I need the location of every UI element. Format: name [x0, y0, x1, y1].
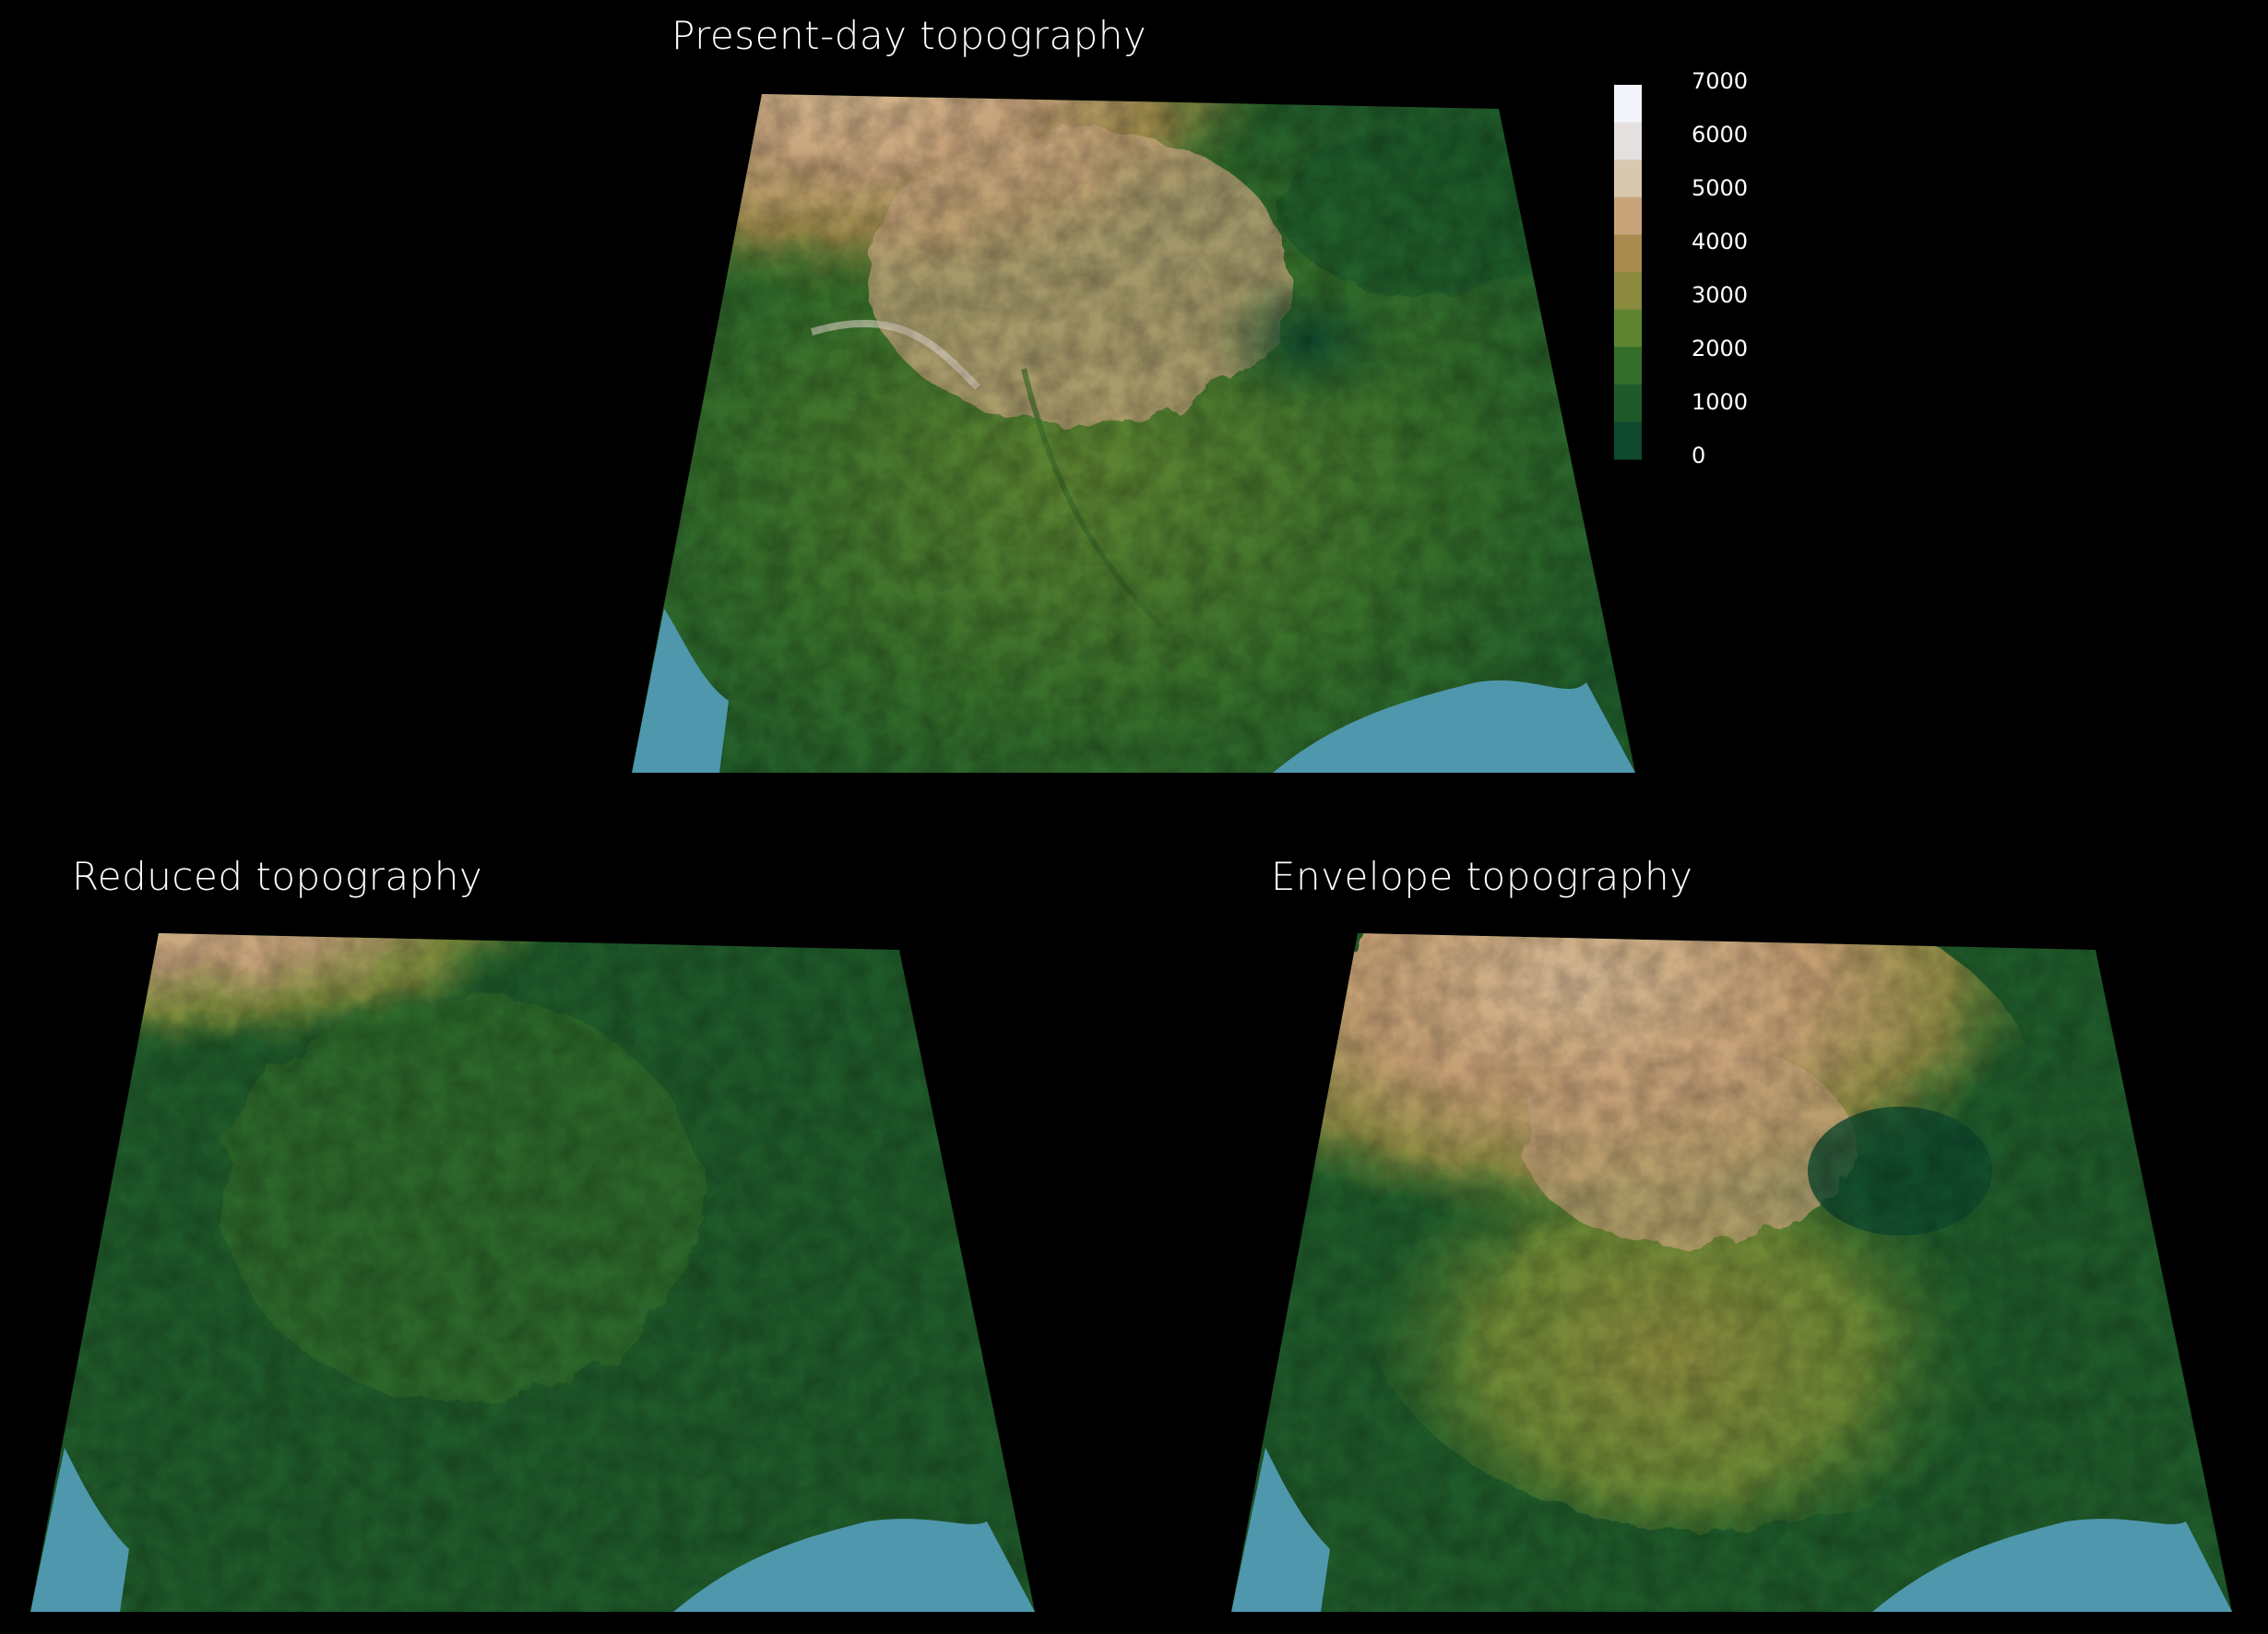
- legend-label-4000: 4000: [1692, 229, 1749, 255]
- legend-label-5000: 5000: [1692, 175, 1749, 201]
- legend-label-2000: 2000: [1692, 336, 1749, 361]
- legend-label-3000: 3000: [1692, 282, 1749, 308]
- legend-label-0: 0: [1692, 443, 1706, 468]
- reduced-title: Reduced topography: [72, 854, 483, 899]
- colorbar-band: [1614, 85, 1642, 124]
- colorbar-band: [1614, 272, 1642, 311]
- legend-label-1000: 1000: [1692, 389, 1749, 415]
- colorbar-band: [1614, 234, 1642, 273]
- colorbar-band: [1614, 347, 1642, 385]
- envelope-map: [1231, 933, 2232, 1612]
- colorbar-band: [1614, 122, 1642, 160]
- legend-label-7000: 7000: [1692, 68, 1749, 94]
- present-day-map: [632, 94, 1635, 773]
- colorbar-band: [1614, 384, 1642, 422]
- colorbar-band: [1614, 309, 1642, 348]
- legend-label-6000: 6000: [1692, 122, 1749, 148]
- colorbar-band: [1614, 160, 1642, 198]
- colorbar-band: [1614, 196, 1642, 235]
- reduced-map: [30, 933, 1035, 1612]
- present-day-title: Present-day topography: [671, 13, 1147, 58]
- envelope-title: Envelope topography: [1271, 854, 1693, 899]
- colorbar-band: [1614, 421, 1642, 460]
- elevation-colorbar: [1614, 85, 1642, 460]
